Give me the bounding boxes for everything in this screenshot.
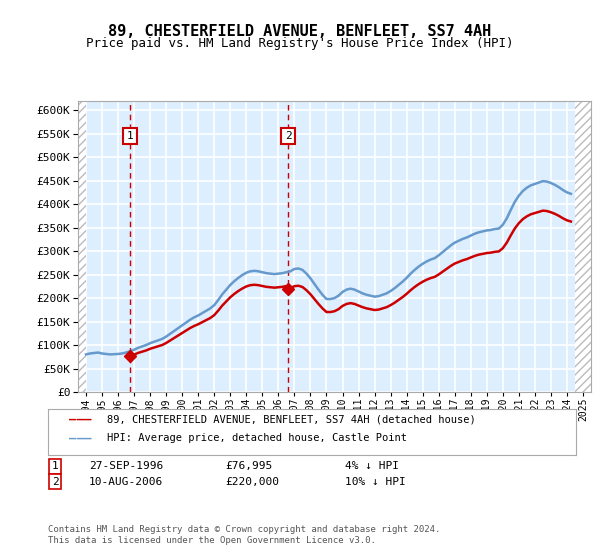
Text: 1: 1 [127,131,133,141]
Text: £76,995: £76,995 [225,461,272,472]
Text: 2: 2 [52,477,59,487]
Text: 89, CHESTERFIELD AVENUE, BENFLEET, SS7 4AH: 89, CHESTERFIELD AVENUE, BENFLEET, SS7 4… [109,24,491,39]
Text: 2: 2 [284,131,292,141]
Text: ———: ——— [69,431,91,445]
Text: HPI: Average price, detached house, Castle Point: HPI: Average price, detached house, Cast… [107,433,407,443]
Text: 4% ↓ HPI: 4% ↓ HPI [345,461,399,472]
Text: £220,000: £220,000 [225,477,279,487]
Text: ———: ——— [69,413,91,426]
Text: 10-AUG-2006: 10-AUG-2006 [89,477,163,487]
Text: 1: 1 [52,461,59,472]
Text: 89, CHESTERFIELD AVENUE, BENFLEET, SS7 4AH (detached house): 89, CHESTERFIELD AVENUE, BENFLEET, SS7 4… [107,414,476,424]
Text: 27-SEP-1996: 27-SEP-1996 [89,461,163,472]
Text: Contains HM Land Registry data © Crown copyright and database right 2024.
This d: Contains HM Land Registry data © Crown c… [48,525,440,545]
Text: Price paid vs. HM Land Registry's House Price Index (HPI): Price paid vs. HM Land Registry's House … [86,37,514,50]
Text: 10% ↓ HPI: 10% ↓ HPI [345,477,406,487]
